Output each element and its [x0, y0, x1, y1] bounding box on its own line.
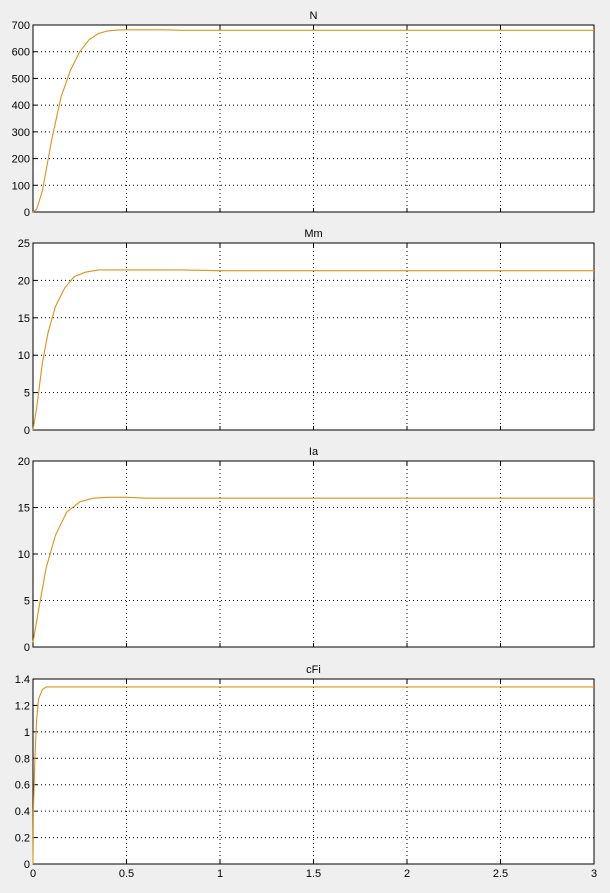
subplot-title: N	[310, 10, 318, 22]
xtick-label: 1.5	[306, 868, 321, 880]
xtick-label: 2	[404, 868, 410, 880]
ytick-label: 400	[12, 100, 30, 112]
ytick-label: 10	[18, 549, 30, 561]
xtick-label: 3	[591, 868, 597, 880]
series-line-cfi	[32, 686, 594, 865]
subplot-n: 0 100 200 300 400 500 600 700 N	[12, 10, 595, 219]
subplot-title: Ia	[309, 446, 319, 458]
ytick-label: 0	[24, 207, 30, 219]
ytick-label: 5	[24, 388, 30, 400]
ytick-label: 20	[18, 275, 30, 287]
ytick-label: 300	[12, 127, 30, 139]
ytick-label: 1.4	[15, 674, 30, 686]
ytick-label: 700	[12, 20, 30, 32]
xtick-label: 0	[30, 868, 36, 880]
ytick-label: 15	[18, 503, 30, 515]
ytick-label: 100	[12, 180, 30, 192]
axes-box	[32, 460, 595, 648]
ytick-label: 0.6	[15, 780, 30, 792]
ytick-label: 10	[18, 350, 30, 362]
ytick-label: 0.2	[15, 833, 30, 845]
series-line-mm	[32, 269, 594, 431]
subplot-mm: 0 5 10 15 20 25 Mm	[18, 228, 595, 437]
subplot-ia: 0 5 10 15 20 Ia	[18, 446, 595, 654]
series-line-n	[32, 29, 594, 213]
axes-box	[32, 678, 595, 865]
ytick-label: 1.2	[15, 700, 30, 712]
ytick-label: 0.8	[15, 753, 30, 765]
subplot-title: cFi	[306, 664, 321, 676]
axes-box	[32, 24, 595, 213]
ytick-label: 0	[24, 642, 30, 654]
xtick-label: 1	[217, 868, 223, 880]
ytick-label: 200	[12, 154, 30, 166]
subplot-cfi: 0 0.2 0.4 0.6 0.8 1 1.2 1.4 0 0.5 1 1.5 2 2.5 3 cFi	[15, 664, 597, 880]
xtick-label: 0.5	[119, 868, 134, 880]
ytick-label: 5	[24, 596, 30, 608]
ytick-label: 0	[24, 859, 30, 871]
ytick-label: 600	[12, 47, 30, 59]
ytick-label: 25	[18, 238, 30, 250]
axes-background	[33, 25, 594, 212]
subplot-title: Mm	[304, 228, 322, 240]
ytick-label: 1	[24, 727, 30, 739]
xtick-label: 2.5	[493, 868, 508, 880]
ytick-label: 15	[18, 313, 30, 325]
ytick-label: 0.4	[15, 806, 30, 818]
ytick-label: 0	[24, 425, 30, 437]
ytick-label: 500	[12, 73, 30, 85]
series-line-ia	[32, 496, 594, 643]
ytick-label: 20	[18, 456, 30, 468]
axes-box	[32, 242, 595, 431]
axes-background	[33, 243, 594, 430]
